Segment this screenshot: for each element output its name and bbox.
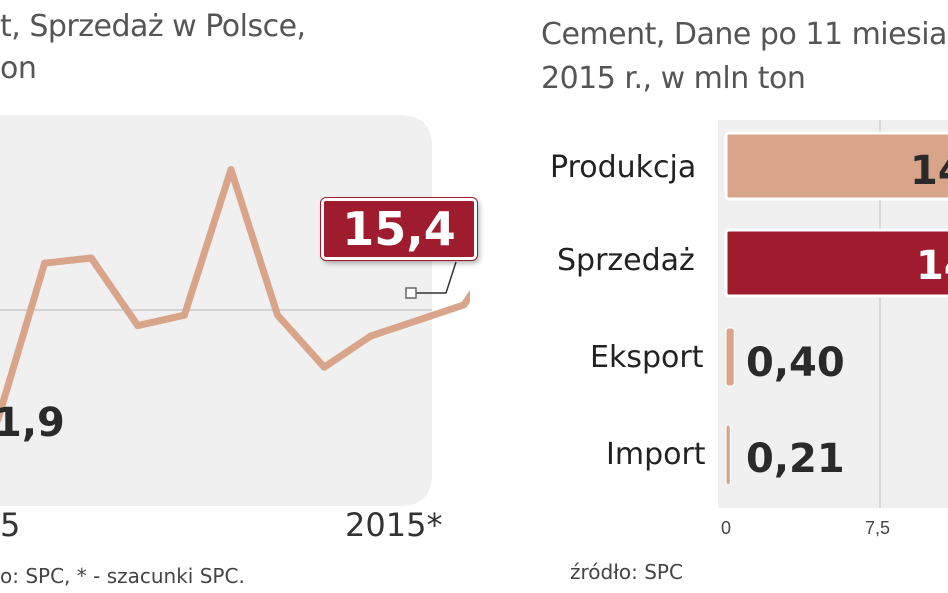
bar-label-sprzedaz: Sprzedaż	[557, 243, 695, 278]
line-point-5	[227, 166, 235, 174]
line-point-10	[460, 301, 468, 309]
bar-value-eksport: 0,40	[746, 340, 845, 386]
bar-import	[725, 424, 731, 486]
x-end-label: 2015*	[345, 506, 443, 544]
line-point-8	[367, 332, 375, 340]
callout-connector	[411, 261, 457, 294]
x-start-label: 5	[0, 506, 21, 544]
last-point-marker	[405, 287, 417, 299]
x-tick-0: 0	[721, 518, 732, 538]
bar-value-import: 0,21	[746, 436, 845, 482]
line-point-1	[41, 259, 49, 267]
line-point-4	[180, 311, 188, 319]
bar-label-import: Import	[606, 437, 706, 472]
x-tick-7-5: 7,5	[865, 518, 891, 538]
line-point-3	[134, 322, 142, 330]
line-point-9	[413, 316, 421, 324]
line-point-2	[87, 254, 95, 262]
line-point-0	[0, 416, 2, 423]
line-point-7	[320, 363, 328, 371]
bar-value-sprzedaz: 14	[916, 243, 948, 289]
bar-value-produkcja: 14	[910, 148, 948, 194]
bar-label-produkcja: Produkcja	[550, 150, 697, 185]
line-point-6	[274, 311, 282, 319]
bar-label-eksport: Eksport	[590, 340, 704, 375]
callout-value-badge: 15,4	[321, 198, 477, 260]
right-source-note: źródło: SPC	[570, 560, 683, 584]
bar-produkcja	[724, 131, 948, 201]
low-value-label: 1,9	[0, 400, 65, 446]
bar-eksport	[725, 327, 735, 387]
left-chart-series-line	[0, 166, 470, 423]
right-chart-title-line1: Cement, Dane po 11 miesia	[541, 17, 947, 52]
left-source-note: o: SPC, * - szacunki SPC.	[0, 564, 245, 588]
bar-sprzedaż	[724, 228, 948, 298]
right-chart-title-line2: 2015 r., w mln ton	[541, 61, 806, 96]
left-chart-title-line2: on	[0, 51, 37, 86]
left-chart-title-line1: t, Sprzedaż w Polsce,	[0, 9, 306, 44]
